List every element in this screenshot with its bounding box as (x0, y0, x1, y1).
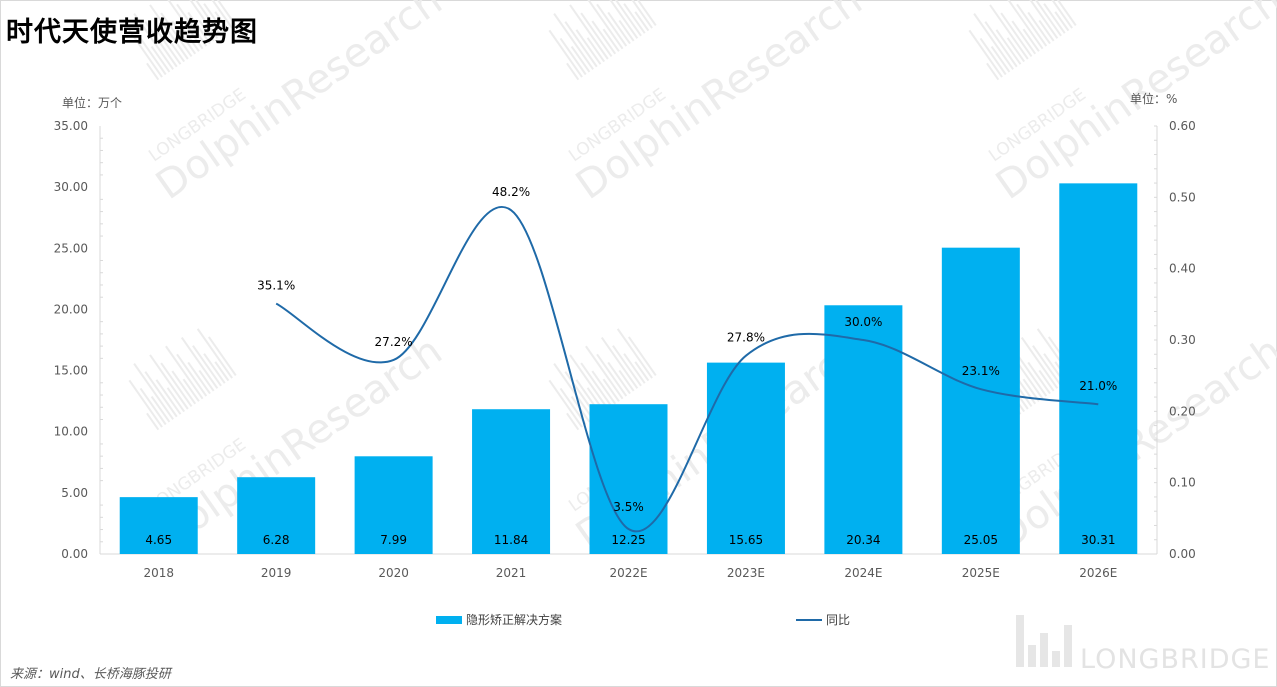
bar (1059, 183, 1138, 555)
x-tick-label: 2020 (378, 566, 409, 580)
bar (119, 497, 198, 554)
x-tick-label: 2022E (609, 566, 647, 580)
bar (237, 477, 316, 554)
bar-value-label: 7.99 (380, 533, 407, 547)
x-tick-label: 2021 (496, 566, 527, 580)
bar-value-label: 15.65 (729, 533, 763, 547)
longbridge-logo-icon (1016, 615, 1072, 667)
right-tick-label: 0.30 (1169, 333, 1196, 347)
page-title: 时代天使营收趋势图 (6, 17, 258, 48)
right-tick-label: 0.50 (1169, 190, 1196, 204)
bar-value-label: 6.28 (263, 533, 290, 547)
left-axis-unit: 单位：万个 (62, 96, 123, 110)
line-value-label: 21.0% (1079, 379, 1117, 393)
bar-value-label: 30.31 (1081, 533, 1115, 547)
x-tick-label: 2023E (727, 566, 765, 580)
bar (824, 305, 903, 554)
watermark-line2: DolphinResearch (568, 0, 871, 209)
line-value-label: 35.1% (257, 279, 295, 293)
x-tick-label: 2024E (844, 566, 882, 580)
x-tick-label: 2025E (962, 566, 1000, 580)
left-tick-label: 10.00 (54, 425, 88, 439)
legend-bar-swatch (436, 616, 462, 624)
left-tick-label: 15.00 (54, 364, 88, 378)
legend-bar-label: 隐形矫正解决方案 (466, 612, 562, 627)
right-tick-label: 0.20 (1169, 404, 1196, 418)
line-value-label: 27.2% (375, 335, 413, 349)
line-value-label: 30.0% (844, 315, 882, 329)
line-value-label: 23.1% (962, 364, 1000, 378)
source-note: 来源：wind、长桥海豚投研 (10, 667, 171, 682)
bar-value-label: 12.25 (611, 533, 645, 547)
bar-value-label: 25.05 (964, 533, 998, 547)
left-tick-label: 5.00 (61, 486, 88, 500)
left-tick-label: 35.00 (54, 119, 88, 133)
line-series: 35.1% 27.2% 48.2% 3.5% 27.8% 30.0% 23.1% 21.0% (257, 185, 1117, 533)
right-axis-unit: 单位：% (1130, 92, 1178, 106)
x-tick-label: 2018 (143, 566, 174, 580)
growth-line (275, 206, 1099, 533)
bar (941, 247, 1020, 554)
x-tick-label: 2019 (261, 566, 292, 580)
left-tick-label: 25.00 (54, 241, 88, 255)
right-tick-label: 0.00 (1169, 547, 1196, 561)
bar-value-label: 4.65 (145, 533, 172, 547)
brand-name: LONGBRIDGE (1080, 644, 1271, 675)
bar-value-label: 11.84 (494, 533, 528, 547)
bar-value-label: 20.34 (846, 533, 880, 547)
left-tick-label: 30.00 (54, 180, 88, 194)
right-tick-label: 0.10 (1169, 476, 1196, 490)
legend: 隐形矫正解决方案 同比 (436, 612, 850, 627)
line-value-label: 48.2% (492, 185, 530, 199)
line-value-label: 27.8% (727, 331, 765, 345)
bar (354, 456, 433, 554)
x-tick-label: 2026E (1079, 566, 1117, 580)
right-tick-label: 0.40 (1169, 262, 1196, 276)
left-tick-label: 20.00 (54, 302, 88, 316)
left-tick-label: 0.00 (61, 547, 88, 561)
right-tick-label: 0.60 (1169, 119, 1196, 133)
line-value-label: 3.5% (613, 500, 644, 514)
bar (706, 362, 785, 554)
bar (472, 409, 551, 554)
legend-line-label: 同比 (826, 613, 850, 627)
